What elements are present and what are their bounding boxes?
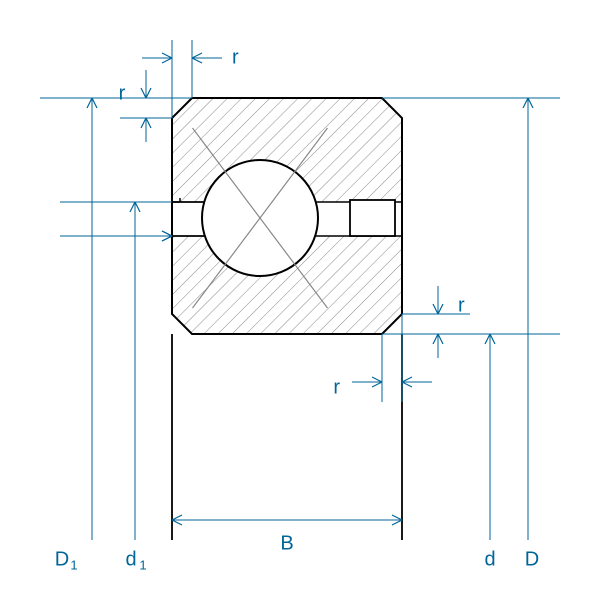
- label-r-top-h: r: [232, 46, 239, 68]
- svg-text:1: 1: [139, 557, 146, 572]
- svg-text:1: 1: [70, 557, 77, 572]
- label-D1: D: [55, 548, 69, 570]
- label-r-br-h: r: [333, 376, 340, 398]
- label-r-br-v: r: [458, 294, 465, 316]
- label-B: B: [280, 532, 293, 554]
- label-d1: d: [125, 548, 136, 570]
- label-d: d: [484, 548, 495, 570]
- label-D: D: [525, 548, 539, 570]
- label-r-top-v: r: [119, 82, 126, 104]
